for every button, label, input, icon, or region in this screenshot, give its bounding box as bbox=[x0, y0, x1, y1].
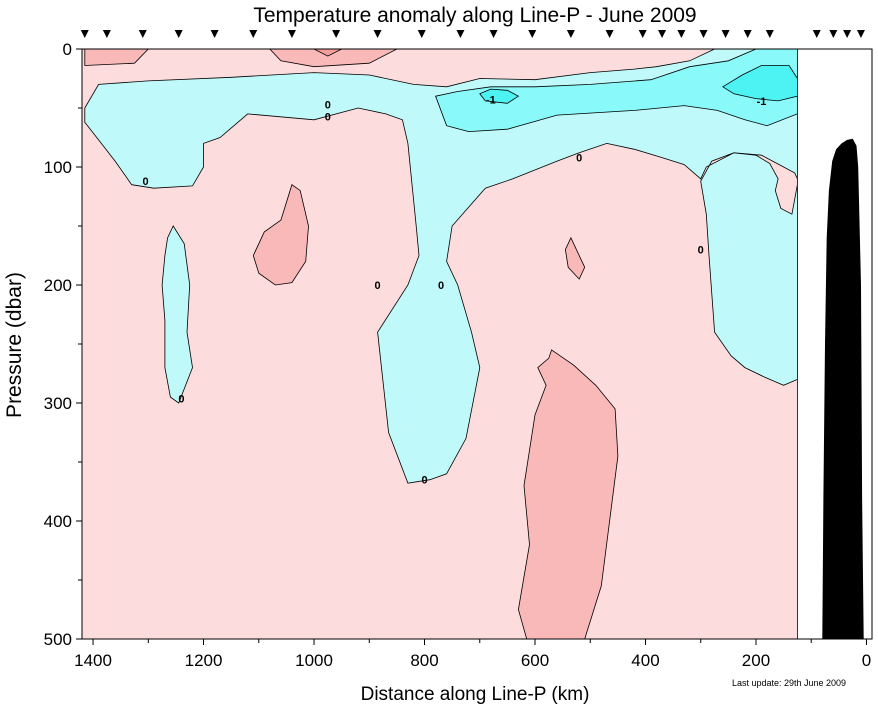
station-marker bbox=[332, 30, 341, 38]
x-axis-label: Distance along Line-P (km) bbox=[361, 684, 590, 705]
station-marker bbox=[80, 30, 89, 38]
y-tick-label: 0 bbox=[63, 40, 72, 59]
station-marker bbox=[721, 30, 730, 38]
station-marker bbox=[765, 30, 774, 38]
x-tick-label: 400 bbox=[631, 651, 659, 670]
y-tick-label: 400 bbox=[44, 512, 72, 531]
station-marker bbox=[638, 30, 647, 38]
contour-label: 0 bbox=[438, 280, 444, 292]
x-tick-label: 1200 bbox=[185, 651, 223, 670]
contour-label: 0 bbox=[576, 153, 582, 165]
warm-anomaly-region bbox=[313, 49, 342, 57]
station-marker bbox=[856, 30, 865, 38]
warm-anomaly-region bbox=[84, 49, 149, 66]
contour-label: 0 bbox=[325, 99, 331, 111]
x-tick-label: 1000 bbox=[295, 651, 333, 670]
contour-label: 0 bbox=[421, 475, 427, 487]
station-marker bbox=[812, 30, 821, 38]
contour-label: 0 bbox=[142, 176, 148, 188]
cool-anomaly-region bbox=[479, 88, 520, 104]
contour-label: 0 bbox=[698, 245, 704, 257]
bathymetry-seafloor bbox=[822, 138, 864, 639]
x-tick-label: 800 bbox=[410, 651, 438, 670]
y-axis: 0 100 200 300 400 500 bbox=[44, 40, 82, 649]
station-markers bbox=[80, 30, 865, 38]
x-tick-label: 600 bbox=[521, 651, 549, 670]
y-tick-label: 200 bbox=[44, 276, 72, 295]
y-axis-label: Pressure (dbar) bbox=[3, 272, 26, 418]
station-marker bbox=[658, 30, 667, 38]
contour-label: 0 bbox=[178, 393, 184, 405]
station-marker bbox=[174, 30, 183, 38]
station-marker bbox=[249, 30, 258, 38]
last-update-note: Last update: 29th June 2009 bbox=[732, 678, 846, 688]
station-marker bbox=[287, 30, 296, 38]
station-marker bbox=[843, 30, 852, 38]
station-marker bbox=[699, 30, 708, 38]
contour-label: -1 bbox=[757, 96, 767, 108]
station-marker bbox=[677, 30, 686, 38]
contour-label: -1 bbox=[486, 95, 496, 107]
warm-anomaly-region bbox=[517, 349, 619, 639]
station-marker bbox=[743, 30, 752, 38]
warm-anomaly-region bbox=[252, 184, 309, 286]
cool-anomaly-region bbox=[84, 49, 798, 484]
warm-anomaly-region bbox=[564, 236, 586, 280]
contour-label: 0 bbox=[374, 280, 380, 292]
warm-anomaly-region bbox=[269, 49, 398, 68]
station-marker bbox=[566, 30, 575, 38]
x-tick-label: 1400 bbox=[74, 651, 112, 670]
x-axis: 1400 1200 1000 800 600 400 200 0 bbox=[74, 639, 871, 670]
cool-anomaly-region bbox=[161, 225, 193, 404]
station-marker bbox=[456, 30, 465, 38]
contour-label: 0 bbox=[325, 111, 331, 123]
x-tick-label: 0 bbox=[862, 651, 871, 670]
station-marker bbox=[373, 30, 382, 38]
station-marker bbox=[528, 30, 537, 38]
chart-title: Temperature anomaly along Line-P - June … bbox=[253, 4, 696, 27]
station-marker bbox=[210, 30, 219, 38]
x-tick-label: 200 bbox=[742, 651, 770, 670]
station-marker bbox=[605, 30, 614, 38]
station-marker bbox=[138, 30, 147, 38]
station-marker bbox=[102, 30, 111, 38]
y-tick-label: 300 bbox=[44, 394, 72, 413]
station-marker bbox=[829, 30, 838, 38]
y-tick-label: 500 bbox=[44, 630, 72, 649]
station-marker bbox=[417, 30, 426, 38]
station-marker bbox=[489, 30, 498, 38]
y-tick-label: 100 bbox=[44, 158, 72, 177]
